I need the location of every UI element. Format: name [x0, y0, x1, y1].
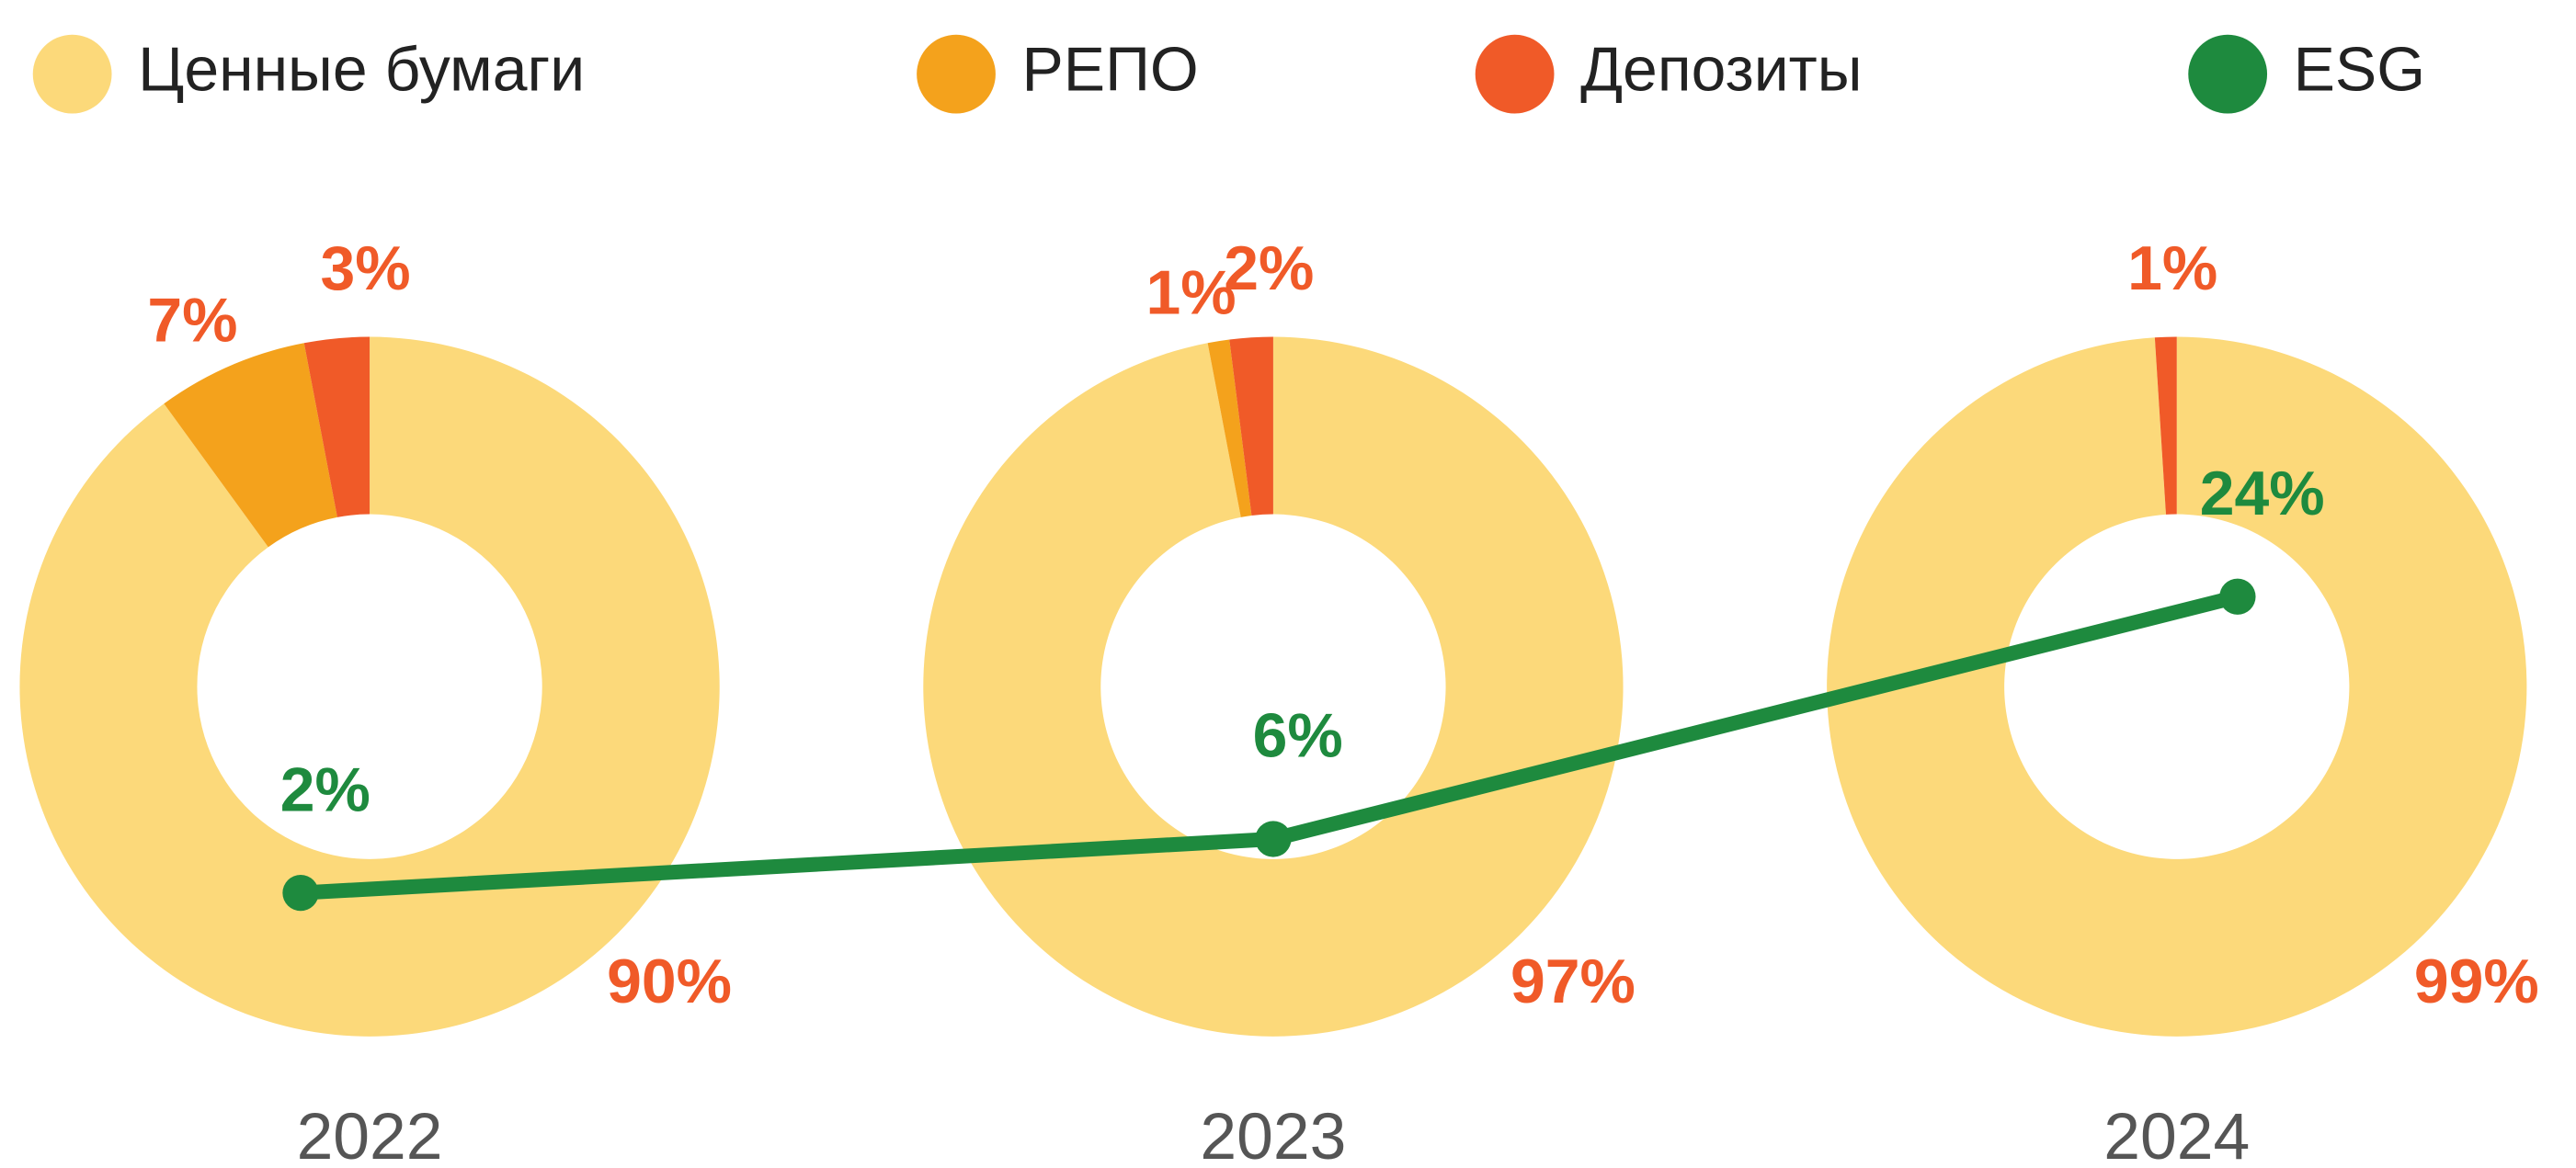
line-point — [2219, 578, 2256, 615]
legend-label: РЕПО — [1022, 36, 1199, 105]
donut-segment — [1207, 339, 1252, 517]
x-tick-label: 2022 — [297, 1100, 443, 1168]
data-label: 99% — [2414, 947, 2539, 1016]
donut-segment — [19, 336, 720, 1037]
donut-segment — [1229, 336, 1273, 516]
data-label: 1% — [2127, 234, 2217, 303]
data-label: 3% — [320, 234, 410, 303]
legend-swatch — [1475, 34, 1555, 114]
line-point — [282, 874, 319, 912]
data-label: 7% — [147, 287, 237, 356]
legend-swatch — [2188, 34, 2268, 114]
data-label: 90% — [607, 947, 732, 1016]
data-label: 2% — [1224, 234, 1314, 303]
legend-label: Депозиты — [1580, 36, 1862, 105]
line-label: 24% — [2200, 459, 2325, 528]
legend-label: Ценные бумаги — [138, 36, 585, 105]
donut-segment — [1827, 336, 2527, 1037]
donut-segment — [164, 343, 337, 548]
line-label: 2% — [280, 755, 370, 824]
x-tick-label: 2023 — [1200, 1100, 1346, 1168]
donut-segment — [303, 336, 370, 517]
legend-swatch — [32, 34, 112, 114]
x-tick-label: 2024 — [2103, 1100, 2250, 1168]
data-label: 1% — [1146, 259, 1237, 328]
data-label: 97% — [1510, 947, 1636, 1016]
line-label: 6% — [1253, 702, 1343, 771]
donut-segment — [2154, 336, 2177, 515]
line-point — [1255, 821, 1292, 857]
legend-label: ESG — [2294, 36, 2425, 105]
donut-segment — [923, 336, 1624, 1037]
legend-swatch — [917, 34, 996, 114]
